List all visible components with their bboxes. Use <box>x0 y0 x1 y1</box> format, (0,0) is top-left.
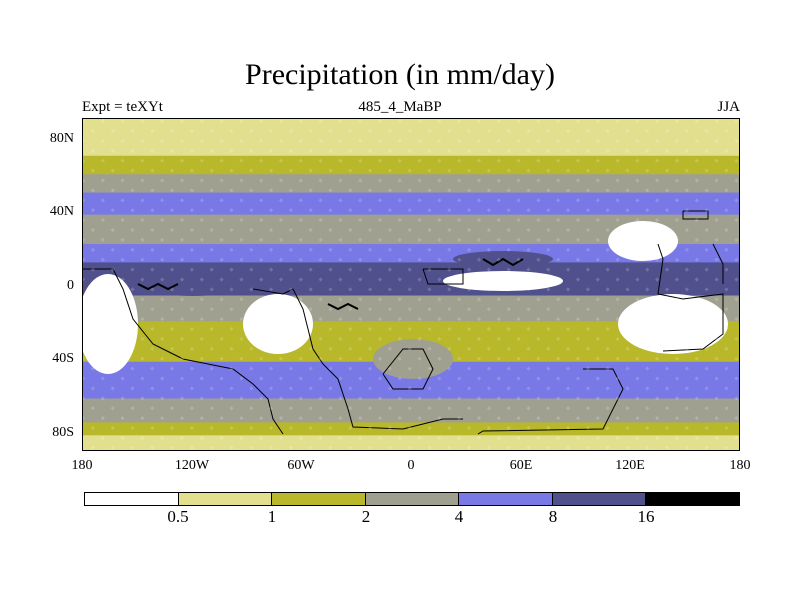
x-tick-label: 120W <box>174 458 210 473</box>
map-canvas <box>83 119 739 450</box>
precipitation-map <box>82 118 740 451</box>
colorbar-label: 8 <box>548 507 558 526</box>
colorbar-segment <box>459 493 553 505</box>
hatch-overlay <box>83 119 739 450</box>
colorbar-label: 0.5 <box>167 507 189 526</box>
y-tick-label: 40N <box>49 204 74 219</box>
colorbar-segment <box>178 493 273 505</box>
y-tick-label: 40S <box>52 351 74 366</box>
colorbar-segment <box>272 493 366 505</box>
colorbar-segment <box>552 493 647 505</box>
y-tick-label: 80S <box>52 425 74 440</box>
x-tick-label: 60W <box>287 458 315 473</box>
y-tick-label: 80N <box>49 131 74 146</box>
time-label: 485_4_MaBP <box>358 99 442 115</box>
y-tick-label: 0 <box>67 278 74 293</box>
colorbar-label: 2 <box>361 507 371 526</box>
plot-title: Precipitation (in mm/day) <box>245 58 555 91</box>
colorbar-segment <box>646 493 740 505</box>
colorbar-segment <box>85 493 179 505</box>
colorbar <box>84 492 740 506</box>
colorbar-label: 1 <box>267 507 277 526</box>
colorbar-label: 16 <box>637 507 655 526</box>
season-label: JJA <box>717 99 740 115</box>
experiment-label: Expt = teXYt <box>82 99 163 115</box>
x-tick-label: 60E <box>509 458 533 473</box>
x-tick-label: 180 <box>729 458 751 473</box>
x-tick-label: 180 <box>71 458 93 473</box>
colorbar-segment <box>365 493 460 505</box>
x-tick-label: 120E <box>615 458 645 473</box>
x-tick-label: 0 <box>407 458 415 473</box>
colorbar-label: 4 <box>454 507 464 526</box>
